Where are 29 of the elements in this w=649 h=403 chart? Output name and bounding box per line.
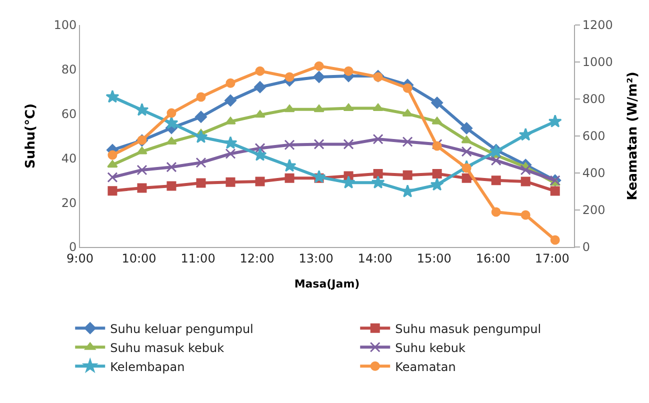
x-axis-title: Masa(Jam) [294,278,360,291]
legend-label: Suhu kebuk [395,340,466,355]
x-tick-label: 12:00 [240,251,274,266]
y2-tick-label: 200 [582,203,606,218]
legend-label: Suhu masuk pengumpul [395,322,542,336]
y2-tick-label: 800 [582,92,606,106]
y-tick-label: 20 [61,196,77,210]
x-tick-label: 11:00 [180,251,216,266]
legend-label: Suhu keluar pengumpul [110,322,254,336]
y-axis-title: Suhu(°C) [24,103,39,169]
y2-axis-title: Keamatan (W/m²) [626,72,641,200]
legend-label: Keamatan [395,360,456,374]
y2-tick-label: 1200 [582,18,613,32]
legend-label: Suhu masuk kebuk [110,340,224,355]
x-tick-label: 15:00 [416,251,452,266]
x-tick-label: 10:00 [122,251,156,266]
y-tick-label: 40 [61,151,77,166]
x-tick-label: 13:00 [298,251,334,266]
y-tick-label: 80 [61,62,77,77]
x-tick-label: 14:00 [358,251,392,266]
y2-tick-label: 400 [582,166,606,180]
x-tick-label: 17:00 [534,251,570,266]
x-tick-label: 16:00 [476,251,510,266]
y-tick-label: 100 [54,18,77,32]
legend-label: Kelembapan [110,360,185,374]
y-tick-label: 60 [61,107,77,121]
y2-tick-label: 0 [582,240,590,254]
y2-tick-label: 1000 [582,55,613,70]
y2-tick-label: 600 [582,129,606,144]
